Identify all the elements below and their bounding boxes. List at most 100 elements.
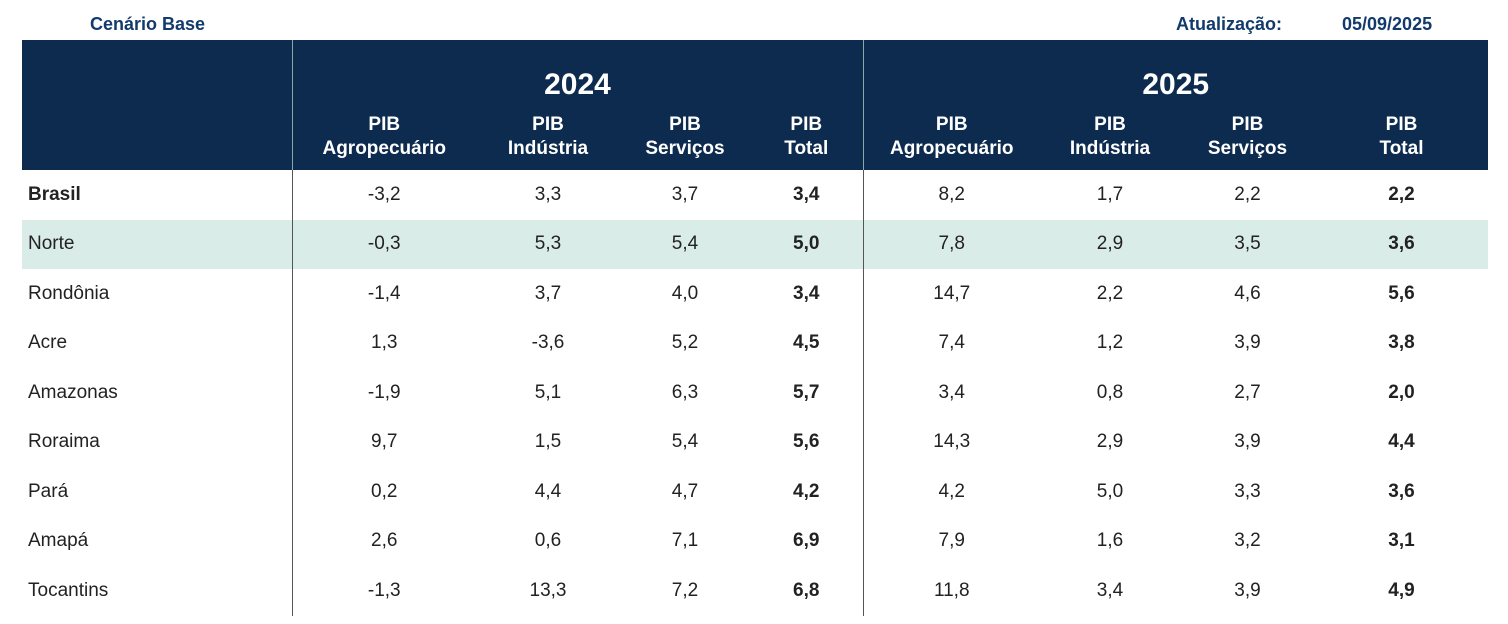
value-cell: 5,4 [671, 431, 699, 453]
region-name: Rondônia [28, 282, 110, 304]
column-header: PIB Agropecuário [291, 104, 476, 170]
value-cell: 5,0 [793, 233, 820, 255]
value-cell: 2,7 [1234, 381, 1261, 403]
column-header-line: Indústria [507, 138, 589, 159]
value-cell: 1,7 [1096, 183, 1124, 205]
value-cell: 11,8 [862, 566, 1040, 616]
value-cell: 7,4 [862, 318, 1040, 368]
value-cell: 6,3 [671, 381, 699, 403]
value-cell: 6,9 [793, 530, 820, 552]
column-header: PIB Serviços [1180, 104, 1315, 170]
value-cell: 5,6 [793, 431, 820, 453]
table-row: Pará 0,2 4,4 4,7 4,2 4,2 5,0 3,3 3,6 [22, 467, 1488, 517]
column-header-line: PIB [532, 114, 564, 135]
value-cell: 3,4 [793, 183, 820, 205]
value-cell: 7,2 [671, 579, 699, 601]
update-label: Atualização: [1176, 14, 1283, 34]
table-row: Tocantins -1,3 13,3 7,2 6,8 11,8 3,4 3,9 4,9 [22, 566, 1488, 616]
column-header-line: Serviços [645, 138, 725, 159]
value-cell: 3,4 [1096, 579, 1124, 601]
value-cell: 3,9 [1234, 579, 1261, 601]
year-2025-header: 2025 [862, 40, 1488, 104]
value-cell: 4,4 [534, 480, 562, 502]
value-cell: 3,9 [1234, 431, 1261, 453]
column-header: PIB Indústria [476, 104, 620, 170]
value-cell: 3,1 [1388, 530, 1415, 552]
value-cell: 9,7 [291, 417, 476, 467]
column-header: PIB Serviços [620, 104, 750, 170]
value-cell: 2,9 [1096, 431, 1124, 453]
year-2024-header: 2024 [291, 40, 863, 104]
column-header-line: Serviços [1207, 138, 1288, 159]
value-cell: -1,4 [291, 269, 476, 319]
value-cell: 7,1 [671, 530, 699, 552]
column-header-line: Agropecuário [889, 138, 1014, 159]
value-cell: 7,9 [862, 516, 1040, 566]
value-cell: 3,6 [1388, 233, 1415, 255]
table-row: Amazonas -1,9 5,1 6,3 5,7 3,4 0,8 2,7 2,0 [22, 368, 1488, 418]
value-cell: 5,1 [534, 381, 562, 403]
column-header-line: PIB [669, 114, 701, 135]
value-cell: 5,6 [1388, 282, 1415, 304]
value-cell: 5,2 [671, 332, 699, 354]
value-cell: 4,2 [793, 480, 820, 502]
value-cell: 3,3 [1234, 480, 1261, 502]
value-cell: -3,6 [531, 332, 565, 354]
value-cell: 3,4 [793, 282, 820, 304]
value-cell: 4,2 [862, 467, 1040, 517]
region-name: Roraima [28, 431, 100, 453]
value-cell: 0,8 [1096, 381, 1124, 403]
table-row: Norte -0,3 5,3 5,4 5,0 7,8 2,9 3,5 3,6 [22, 219, 1488, 269]
value-cell: 2,2 [1388, 183, 1415, 205]
value-cell: 1,6 [1096, 530, 1124, 552]
value-cell: 4,6 [1234, 282, 1261, 304]
table-row: Amapá 2,6 0,6 7,1 6,9 7,9 1,6 3,2 3,1 [22, 516, 1488, 566]
value-cell: 0,6 [534, 530, 562, 552]
value-cell: 3,8 [1388, 332, 1415, 354]
value-cell: -1,9 [291, 368, 476, 418]
corner-cell [22, 40, 292, 104]
value-cell: 3,9 [1234, 332, 1261, 354]
value-cell: 2,2 [1096, 282, 1124, 304]
column-header-line: Total [1379, 138, 1424, 159]
value-cell: 14,3 [862, 417, 1040, 467]
value-cell: 5,3 [534, 233, 562, 255]
value-cell: -1,3 [291, 566, 476, 616]
value-cell: 4,9 [1388, 579, 1415, 601]
value-cell: 1,3 [291, 318, 476, 368]
region-name: Amapá [28, 530, 89, 552]
region-name: Norte [28, 233, 75, 255]
value-cell: 3,3 [534, 183, 562, 205]
column-header: PIB Total [1315, 104, 1488, 170]
column-header-line: Total [784, 138, 829, 159]
value-cell: 4,4 [1388, 431, 1415, 453]
column-header-line: PIB [790, 114, 823, 135]
value-cell: 2,9 [1096, 233, 1124, 255]
table-row: Acre 1,3 -3,6 5,2 4,5 7,4 1,2 3,9 3,8 [22, 318, 1488, 368]
table-row: Roraima 9,7 1,5 5,4 5,6 14,3 2,9 3,9 4,4 [22, 417, 1488, 467]
gdp-table: 2024 2025 PIB Agropecuário PIB Indústria PIB… [22, 40, 1488, 616]
region-name: Amazonas [28, 381, 118, 403]
region-name: Brasil [28, 183, 81, 205]
region-name: Pará [28, 480, 69, 502]
scenario-label: Cenário Base [90, 14, 206, 34]
region-name: Acre [28, 332, 68, 354]
value-cell: 4,7 [671, 480, 699, 502]
column-header-line: Agropecuário [322, 138, 447, 159]
year-header-row: 2024 2025 [22, 40, 1488, 104]
table-row: Rondônia -1,4 3,7 4,0 3,4 14,7 2,2 4,6 5,6 [22, 269, 1488, 319]
column-header: PIB Indústria [1040, 104, 1180, 170]
value-cell: 8,2 [862, 170, 1040, 220]
value-cell: 14,7 [862, 269, 1040, 319]
value-cell: 5,4 [671, 233, 699, 255]
value-cell: 0,2 [291, 467, 476, 517]
value-cell: 2,6 [291, 516, 476, 566]
value-cell: 3,4 [862, 368, 1040, 418]
corner-cell [22, 104, 292, 170]
table-row: Brasil -3,2 3,3 3,7 3,4 8,2 1,7 2,2 2,2 [22, 170, 1488, 220]
value-cell: -3,2 [291, 170, 476, 220]
value-cell: 1,5 [534, 431, 562, 453]
value-cell: 1,2 [1096, 332, 1124, 354]
value-cell: 3,7 [671, 183, 699, 205]
value-cell: 2,0 [1388, 381, 1415, 403]
